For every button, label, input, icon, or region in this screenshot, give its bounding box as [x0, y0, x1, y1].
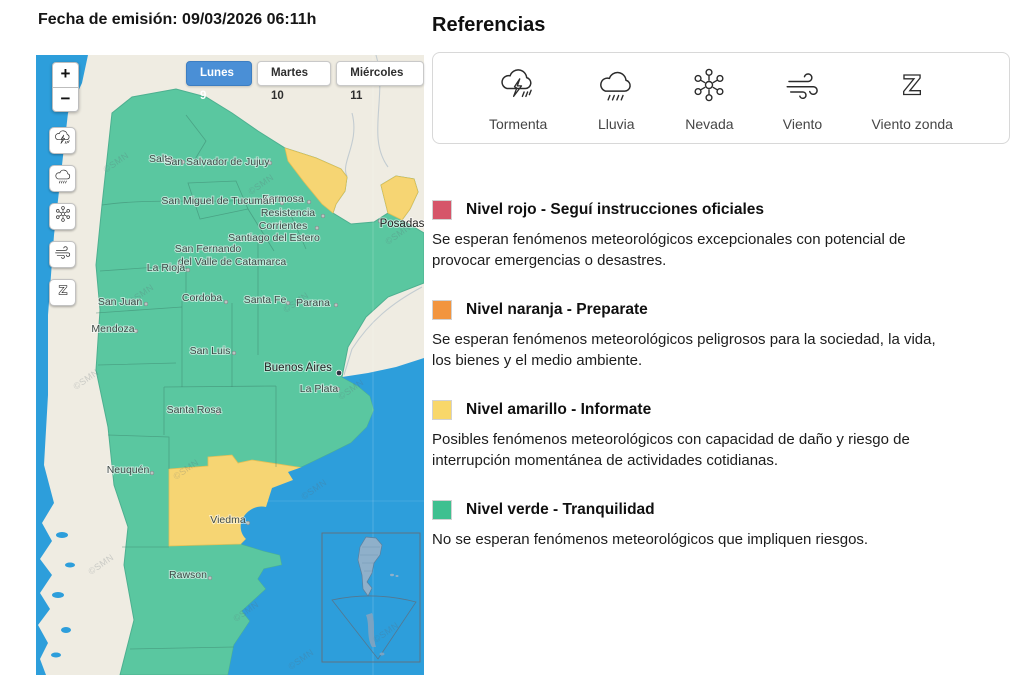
level-amarillo-swatch — [432, 400, 452, 420]
nevada-icon — [53, 204, 73, 229]
viento-icon — [53, 242, 73, 267]
svg-text:Parana: Parana — [296, 297, 330, 309]
svg-text:Rawson: Rawson — [169, 569, 207, 581]
map-filter-tormenta-button[interactable] — [49, 127, 76, 154]
tab-miercoles-11[interactable]: Miércoles 11 — [336, 61, 424, 102]
map-filter-nevada-button[interactable] — [49, 203, 76, 230]
legend-item-viento: Viento — [782, 64, 824, 132]
viento-zonda-icon — [891, 64, 933, 111]
graticule-lines — [266, 55, 424, 675]
level-verde-swatch — [432, 500, 452, 520]
viento-icon — [782, 64, 824, 111]
svg-text:del Valle de Catamarca: del Valle de Catamarca — [178, 256, 287, 268]
legend-label: Viento zonda — [871, 116, 953, 132]
svg-text:San Fernando: San Fernando — [175, 243, 242, 255]
level-title: Nivel naranja - Preparate — [466, 301, 648, 318]
level-title: Nivel amarillo - Informate — [466, 401, 652, 418]
city-labels: Salta San Salvador de Jujuy Formosa San … — [90, 152, 424, 582]
level-verde: Nivel verde - Tranquilidad No se esperan… — [432, 500, 1010, 550]
svg-text:Santa Rosa: Santa Rosa — [167, 404, 222, 416]
tormenta-icon — [53, 128, 73, 153]
inset-map — [321, 532, 421, 663]
legend-item-nevada: Nevada — [685, 64, 734, 132]
references-panel: Referencias Tormenta Lluvia Nevada Vient… — [432, 14, 1010, 579]
alert-map[interactable]: Salta San Salvador de Jujuy Formosa San … — [36, 55, 424, 675]
svg-text:Santa Fe: Santa Fe — [244, 294, 287, 306]
tab-martes-10[interactable]: Martes 10 — [256, 61, 332, 102]
svg-text:San Juan: San Juan — [98, 296, 143, 308]
map-filter-lluvia-button[interactable] — [49, 165, 76, 192]
svg-text:Salta: Salta — [149, 153, 173, 165]
svg-text:Resistencia: Resistencia — [261, 207, 315, 219]
svg-text:La Plata: La Plata — [300, 383, 339, 395]
level-rojo-swatch — [432, 200, 452, 220]
tab-lunes-9[interactable]: Lunes 9 — [186, 61, 252, 102]
zoom-out-button[interactable]: − — [52, 87, 79, 112]
lluvia-icon — [595, 64, 637, 111]
level-description: Se esperan fenómenos meteorológicos exce… — [432, 231, 906, 269]
day-tabs: Lunes 9 Martes 10 Miércoles 11 — [186, 61, 424, 102]
map-filter-viento-button[interactable] — [49, 241, 76, 268]
legend-label: Viento — [782, 116, 823, 132]
level-title: Nivel rojo - Seguí instrucciones oficial… — [466, 201, 765, 218]
svg-text:Cordoba: Cordoba — [182, 292, 222, 304]
references-title: Referencias — [432, 14, 546, 36]
city-dots — [133, 159, 383, 581]
svg-text:Viedma: Viedma — [210, 514, 246, 526]
svg-text:Formosa: Formosa — [262, 193, 304, 205]
legend-label: Tormenta — [488, 116, 548, 132]
legend-label: Nevada — [685, 116, 734, 132]
level-amarillo: Nivel amarillo - Informate Posibles fenó… — [432, 400, 1010, 471]
viento-zonda-icon — [53, 280, 73, 305]
nevada-icon — [688, 64, 730, 111]
map-zoom-control: + − — [52, 62, 79, 112]
level-description: Se esperan fenómenos meteorológicos peli… — [432, 331, 936, 369]
svg-text:Buenos Aires: Buenos Aires — [264, 362, 332, 374]
level-naranja-swatch — [432, 300, 452, 320]
argentina-map-canvas: Salta San Salvador de Jujuy Formosa San … — [36, 55, 424, 675]
level-title: Nivel verde - Tranquilidad — [466, 501, 655, 518]
legend-item-lluvia: Lluvia — [595, 64, 637, 132]
buenos-aires-dot — [335, 369, 343, 377]
level-naranja: Nivel naranja - Preparate Se esperan fen… — [432, 300, 1010, 371]
province-borders — [95, 114, 307, 650]
lluvia-icon — [53, 166, 73, 191]
svg-text:San Miguel de Tucumán: San Miguel de Tucumán — [161, 195, 274, 207]
zoom-in-button[interactable]: + — [52, 62, 79, 87]
legend-item-tormenta: Tormenta — [489, 64, 547, 132]
map-filter-viento-zonda-button[interactable] — [49, 279, 76, 306]
svg-text:Corrientes: Corrientes — [259, 220, 307, 232]
svg-text:San Luis: San Luis — [190, 345, 231, 357]
svg-text:Posadas: Posadas — [380, 218, 424, 230]
alert-levels-list: Nivel rojo - Seguí instrucciones oficial… — [432, 200, 1010, 550]
phenomena-legend-box: Tormenta Lluvia Nevada Viento Viento zon… — [432, 52, 1010, 144]
level-rojo: Nivel rojo - Seguí instrucciones oficial… — [432, 200, 1010, 271]
fjord-lakes — [51, 532, 75, 658]
svg-text:San Salvador de Jujuy: San Salvador de Jujuy — [164, 156, 270, 168]
legend-label: Lluvia — [598, 116, 635, 132]
region-yellow-misiones — [380, 175, 419, 221]
emission-date-title: Fecha de emisión: 09/03/2026 06:11h — [38, 11, 317, 28]
level-description: Posibles fenómenos meteorológicos con ca… — [432, 431, 910, 469]
level-description: No se esperan fenómenos meteorológicos q… — [432, 531, 869, 548]
tormenta-icon — [497, 64, 539, 111]
svg-text:La Rioja: La Rioja — [147, 262, 186, 274]
yellow-alert-regions[interactable] — [168, 147, 419, 547]
svg-text:Neuquén: Neuquén — [107, 464, 150, 476]
legend-item-viento-zonda: Viento zonda — [871, 64, 953, 132]
svg-text:Santiago del Estero: Santiago del Estero — [228, 232, 320, 244]
svg-text:Mendoza: Mendoza — [91, 323, 134, 335]
region-yellow-formosa — [284, 147, 348, 214]
